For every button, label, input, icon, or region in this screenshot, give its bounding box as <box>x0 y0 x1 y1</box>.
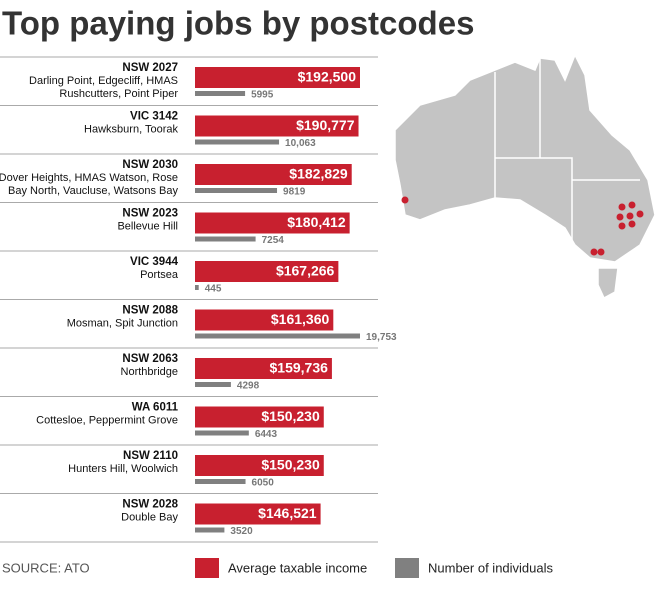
category-description: Darling Point, Edgecliff, HMAS <box>29 75 178 87</box>
category-label: VIC 3142 <box>130 111 178 123</box>
income-bar <box>195 406 324 428</box>
category-description: Hunters Hill, Woolwich <box>68 463 178 475</box>
category-description: Cottesloe, Peppermint Grove <box>36 414 178 426</box>
individuals-bar <box>195 527 225 533</box>
income-label: $146,521 <box>258 505 317 521</box>
individuals-label: 7254 <box>262 235 285 246</box>
income-bar <box>195 309 334 331</box>
income-label: $180,412 <box>287 214 346 230</box>
income-bar <box>195 164 352 185</box>
income-bar <box>195 261 339 282</box>
legend-label: Average taxable income <box>228 560 367 575</box>
income-label: $150,230 <box>261 408 320 424</box>
income-bar <box>195 455 324 476</box>
category-description: Rushcutters, Point Piper <box>59 88 178 100</box>
category-description: Double Bay <box>121 511 178 523</box>
tasmania <box>597 267 619 300</box>
income-bar <box>195 115 359 137</box>
source: SOURCE: ATO <box>2 560 90 575</box>
category-label: NSW 2023 <box>122 208 178 220</box>
category-description: Bellevue Hill <box>117 220 178 232</box>
category-label: WA 6011 <box>132 402 179 414</box>
income-bar <box>195 503 321 525</box>
category-label: NSW 2030 <box>122 159 178 171</box>
individuals-bar <box>195 479 246 484</box>
individuals-bar <box>195 430 249 436</box>
category-label: NSW 2063 <box>122 353 178 365</box>
category-label: NSW 2110 <box>123 450 178 462</box>
income-label: $159,736 <box>270 360 329 376</box>
category-label: NSW 2027 <box>122 62 178 74</box>
legend-swatch <box>195 558 219 578</box>
individuals-label: 445 <box>205 284 222 295</box>
income-label: $150,230 <box>261 457 320 473</box>
category-description: Hawksburn, Toorak <box>84 123 178 135</box>
category-description: Bay North, Vaucluse, Watsons Bay <box>8 185 178 197</box>
individuals-label: 5995 <box>251 90 274 101</box>
individuals-label: 19,753 <box>366 332 397 343</box>
income-label: $167,266 <box>276 263 335 279</box>
income-label: $190,777 <box>296 117 355 133</box>
category-description: Mosman, Spit Junction <box>67 317 178 329</box>
map <box>394 53 656 300</box>
individuals-label: 9819 <box>283 187 306 198</box>
category-label: NSW 2028 <box>122 499 178 511</box>
individuals-label: 6443 <box>255 429 278 440</box>
category-description: Dover Heights, HMAS Watson, Rose <box>0 172 178 184</box>
individuals-bar <box>195 91 246 96</box>
individuals-label: 10,063 <box>285 138 316 149</box>
individuals-bar <box>195 333 360 339</box>
individuals-bar <box>195 188 278 193</box>
income-label: $161,360 <box>271 311 330 327</box>
individuals-bar <box>195 382 231 387</box>
category-label: NSW 2088 <box>122 305 178 317</box>
category-description: Northbridge <box>121 366 178 378</box>
income-bar <box>195 67 360 88</box>
individuals-bar <box>195 285 199 290</box>
state-borders <box>494 58 640 240</box>
individuals-bar <box>195 236 256 242</box>
income-bar <box>195 358 332 379</box>
category-label: VIC 3944 <box>130 256 179 268</box>
individuals-label: 6050 <box>252 478 275 489</box>
chart-title: Top paying jobs by postcodes <box>2 5 474 42</box>
individuals-label: 4298 <box>237 381 260 392</box>
income-label: $192,500 <box>298 69 357 85</box>
income-bar <box>195 212 350 234</box>
legend-swatch <box>395 558 419 578</box>
individuals-bar <box>195 139 280 145</box>
individuals-label: 3520 <box>230 526 253 537</box>
legend-label: Number of individuals <box>428 560 554 575</box>
map-dots <box>401 196 644 256</box>
income-label: $182,829 <box>289 166 348 182</box>
category-description: Portsea <box>140 269 179 281</box>
